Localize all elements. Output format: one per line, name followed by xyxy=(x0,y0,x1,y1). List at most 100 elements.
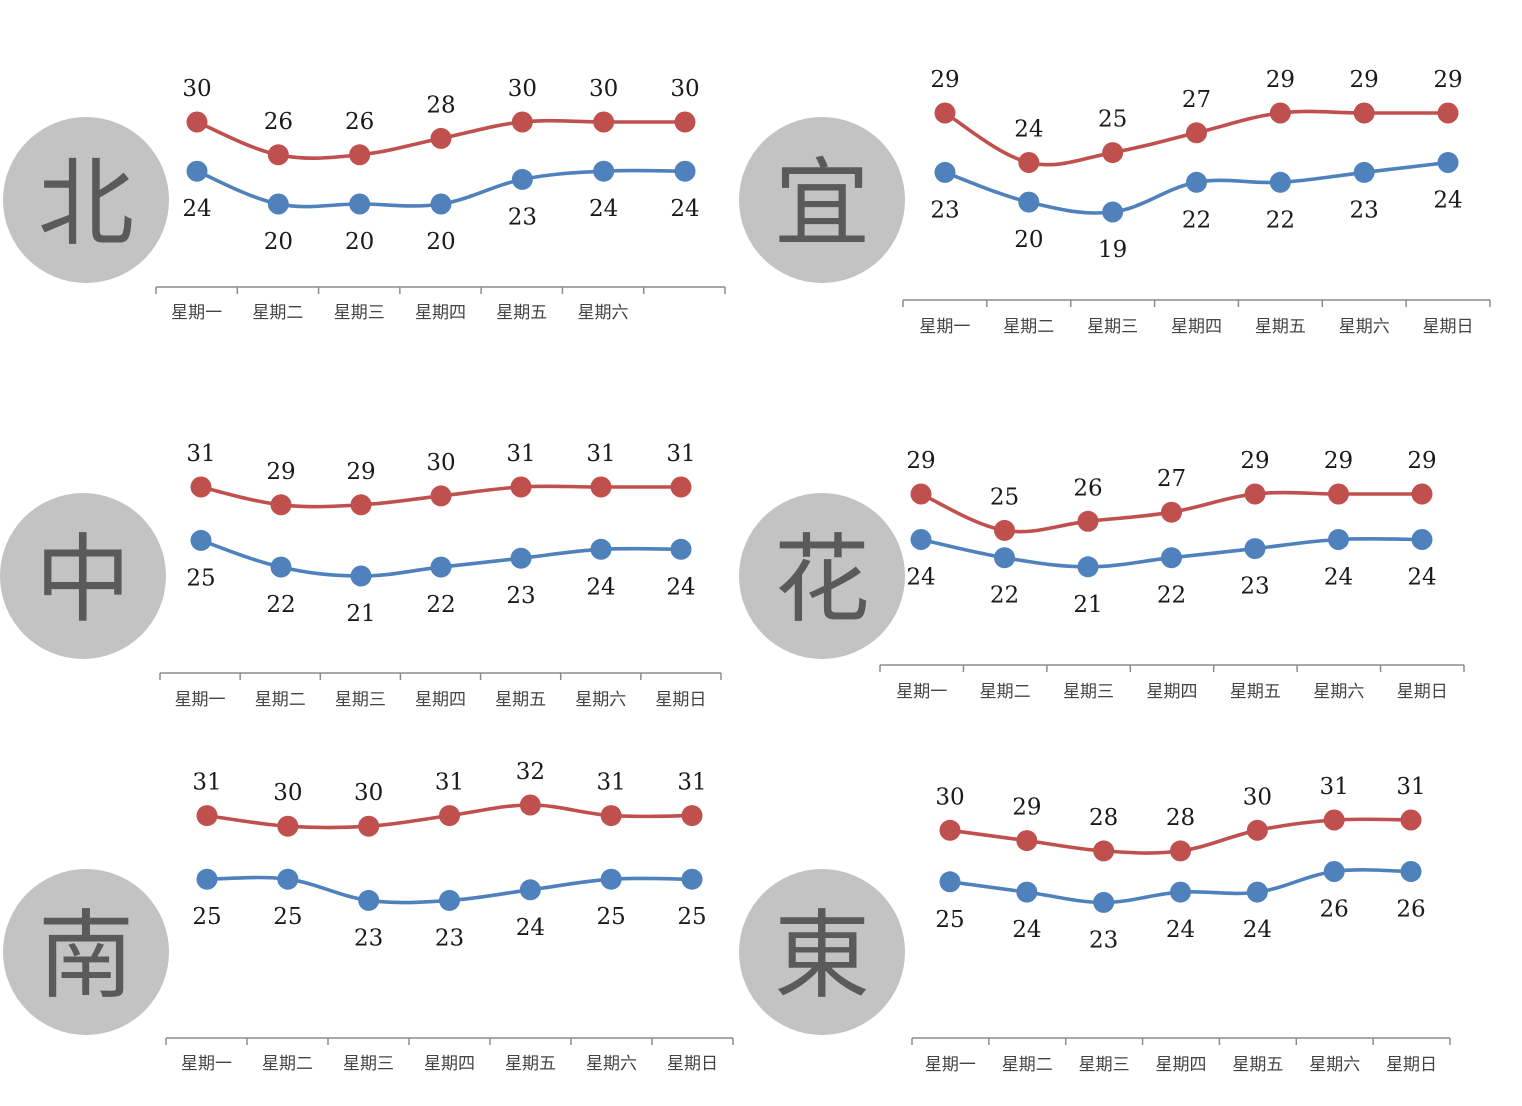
high-temp-label: 27 xyxy=(1182,87,1211,113)
low-temp-point xyxy=(590,538,612,560)
low-temp-point xyxy=(674,160,696,182)
x-tick-label: 星期五 xyxy=(505,1054,556,1074)
low-temp-point xyxy=(430,556,452,578)
low-temp-point xyxy=(1353,161,1375,183)
x-tick-label: 星期三 xyxy=(1087,317,1138,337)
high-temp-label: 27 xyxy=(1157,466,1186,492)
high-temp-point xyxy=(430,485,452,507)
high-temp-label: 29 xyxy=(1240,448,1269,474)
low-temp-label: 24 xyxy=(906,565,935,591)
high-temp-label: 31 xyxy=(192,770,221,796)
x-tick-label: 星期五 xyxy=(1255,317,1306,337)
high-temp-label: 29 xyxy=(1324,448,1353,474)
high-temp-point xyxy=(511,111,533,133)
low-temp-point xyxy=(1018,191,1040,213)
low-temp-point xyxy=(1170,881,1191,903)
x-tick-label: 星期一 xyxy=(175,690,226,710)
high-temp-label: 29 xyxy=(1433,67,1462,93)
high-temp-label: 31 xyxy=(1320,774,1349,800)
low-temp-label: 24 xyxy=(589,196,618,222)
low-temp-point xyxy=(1161,547,1182,569)
x-tick-label: 星期一 xyxy=(171,303,222,323)
high-temp-point xyxy=(1161,501,1182,523)
low-temp-label: 22 xyxy=(426,592,455,618)
high-temp-point xyxy=(600,805,622,827)
low-temp-label: 26 xyxy=(1396,897,1425,923)
high-temp-label: 29 xyxy=(930,67,959,93)
high-temp-point xyxy=(1328,483,1349,505)
low-temp-label: 20 xyxy=(426,229,455,255)
high-temp-point xyxy=(1093,840,1115,862)
low-temp-label: 22 xyxy=(1266,207,1295,233)
high-temp-label: 25 xyxy=(1098,107,1127,133)
low-temp-label: 25 xyxy=(186,565,215,591)
low-temp-point xyxy=(1437,152,1459,173)
high-temp-point xyxy=(1411,483,1433,505)
x-tick-label: 星期日 xyxy=(1423,317,1474,337)
high-temp-point xyxy=(430,127,452,149)
low-temp-label: 21 xyxy=(1073,592,1102,618)
high-temp-point xyxy=(277,815,299,837)
high-temp-label: 30 xyxy=(670,76,699,102)
high-temp-point xyxy=(267,144,289,166)
high-temp-label: 29 xyxy=(1266,67,1295,93)
high-temp-label: 30 xyxy=(589,76,618,102)
low-temp-point xyxy=(510,547,532,569)
low-temp-label: 26 xyxy=(1320,897,1349,923)
low-temp-label: 22 xyxy=(1182,207,1211,233)
high-temp-label: 31 xyxy=(186,441,215,467)
low-temp-point xyxy=(934,161,956,183)
region-label: 東 xyxy=(774,900,870,1012)
region-label: 宜 xyxy=(774,148,870,260)
high-temp-point xyxy=(358,815,380,837)
low-temp-label: 24 xyxy=(1012,917,1041,943)
low-temp-label: 19 xyxy=(1098,237,1127,263)
high-temp-point xyxy=(186,111,208,133)
high-temp-label: 31 xyxy=(666,441,695,467)
high-temp-point xyxy=(519,794,541,816)
x-tick-label: 星期四 xyxy=(424,1054,475,1074)
high-temp-point xyxy=(1323,809,1345,831)
low-temp-label: 24 xyxy=(516,915,545,941)
x-tick-label: 星期一 xyxy=(181,1054,232,1074)
low-temp-point xyxy=(600,868,622,890)
low-temp-point xyxy=(277,868,299,890)
high-temp-point xyxy=(439,805,460,827)
high-temp-label: 30 xyxy=(1243,784,1272,810)
high-temp-point xyxy=(1018,152,1040,173)
region-label: 中 xyxy=(35,524,131,636)
high-temp-point xyxy=(1437,102,1459,124)
region-circle xyxy=(739,117,905,283)
low-temp-point xyxy=(1244,538,1266,560)
high-temp-label: 31 xyxy=(506,441,535,467)
x-tick-label: 星期二 xyxy=(1003,317,1054,337)
x-tick-label: 星期三 xyxy=(334,303,385,323)
high-temp-point xyxy=(1170,840,1191,862)
low-temp-label: 20 xyxy=(264,229,293,255)
x-tick-label: 星期五 xyxy=(1232,1055,1283,1075)
high-temp-label: 31 xyxy=(435,770,464,796)
x-tick-label: 星期三 xyxy=(1063,682,1114,702)
high-temp-label: 30 xyxy=(426,450,455,476)
low-temp-point xyxy=(519,879,541,901)
low-temp-point xyxy=(350,565,372,587)
x-tick-label: 星期六 xyxy=(1309,1055,1360,1075)
x-tick-label: 星期二 xyxy=(262,1054,313,1074)
low-temp-point xyxy=(1328,529,1349,550)
low-temp-point xyxy=(994,547,1015,569)
low-temp-point xyxy=(939,871,961,893)
x-tick-label: 星期六 xyxy=(1313,682,1364,702)
low-temp-point xyxy=(1246,881,1268,903)
low-temp-point xyxy=(670,538,692,560)
high-temp-point xyxy=(1186,122,1207,144)
high-temp-point xyxy=(674,111,696,133)
high-temp-point xyxy=(350,494,372,516)
low-temp-point xyxy=(1323,861,1345,882)
high-temp-label: 24 xyxy=(1014,117,1043,143)
x-tick-label: 星期二 xyxy=(1002,1055,1053,1075)
low-temp-point xyxy=(511,168,533,190)
high-temp-label: 28 xyxy=(1089,805,1118,831)
